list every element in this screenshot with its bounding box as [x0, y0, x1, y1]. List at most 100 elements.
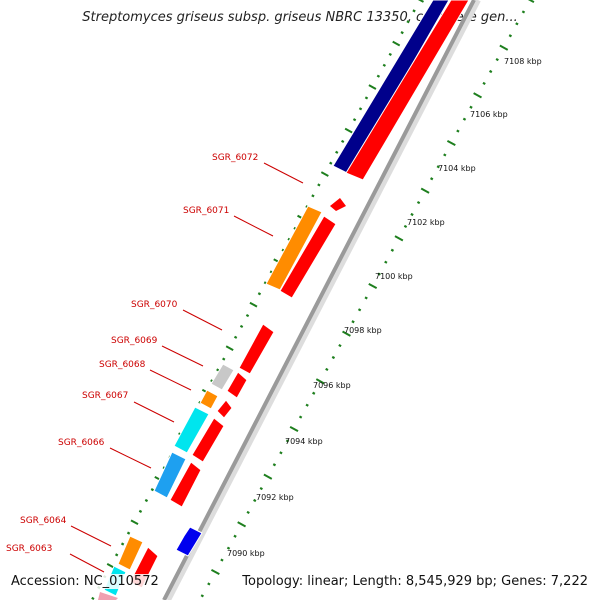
inner-track-tick: [336, 152, 338, 153]
outer-track-tick: [290, 427, 298, 431]
outer-track-tick: [339, 345, 341, 346]
inner-track-tick: [365, 97, 367, 98]
outer-track-tick: [447, 141, 455, 145]
feature-orange-6068: [200, 390, 218, 409]
gene-label-6066: SGR_6066: [58, 438, 105, 448]
outer-tick-track: [201, 0, 534, 596]
scale-label-7098: 7098 kbp: [344, 326, 382, 335]
gene-label-6067: SGR_6067: [82, 391, 128, 401]
inner-track-tick: [234, 337, 236, 338]
callout-line-6071: [234, 216, 273, 236]
gene-label-6068: SGR_6068: [99, 360, 146, 370]
inner-track-tick: [250, 303, 257, 307]
inner-track-tick: [318, 184, 320, 185]
outer-track-tick: [273, 464, 275, 465]
inner-track-tick: [258, 293, 260, 294]
inner-track-tick: [407, 21, 409, 22]
inner-track-tick: [389, 54, 391, 55]
feature-red-top: [346, 0, 469, 180]
outer-track-tick: [313, 393, 315, 394]
inner-track-tick: [413, 10, 415, 11]
inner-track-tick: [312, 195, 314, 196]
scale-label-7104: 7104 kbp: [438, 164, 476, 173]
outer-track-tick: [385, 262, 387, 263]
outer-track-tick: [247, 512, 249, 513]
outer-track-tick: [365, 297, 367, 298]
inner-track-tick: [226, 346, 233, 350]
callout-line-6067: [134, 402, 174, 422]
gene-label-6071: SGR_6071: [183, 206, 229, 216]
outer-track-tick: [369, 284, 377, 288]
outer-track-tick: [463, 119, 465, 120]
inner-track-tick: [377, 76, 379, 77]
outer-track-tick: [431, 178, 433, 179]
genome-summary-text: Topology: linear; Length: 8,545,929 bp; …: [240, 574, 590, 589]
outer-track-tick: [395, 236, 403, 240]
outer-track-tick: [234, 536, 236, 537]
inner-track-tick: [401, 32, 403, 33]
inner-track-tick: [345, 129, 352, 133]
outer-track-tick: [201, 595, 203, 596]
inner-track-tick: [321, 172, 328, 176]
backbone-shadow: [168, 0, 478, 600]
outer-track-tick: [332, 357, 334, 358]
outer-track-tick: [483, 83, 485, 84]
inner-track-tick: [217, 369, 219, 370]
outer-track-tick: [474, 93, 482, 97]
scale-label-7100: 7100 kbp: [375, 272, 413, 281]
callout-line-6072: [264, 163, 303, 183]
outer-track-tick: [260, 488, 262, 489]
outer-track-tick: [421, 188, 429, 192]
callout-line-6066: [110, 448, 151, 468]
outer-track-tick: [457, 130, 459, 131]
outer-track-tick: [208, 583, 210, 584]
inner-track-tick: [127, 533, 129, 534]
inner-track-tick: [240, 326, 242, 327]
accession-text: Accession: NC_010572: [9, 574, 161, 589]
inner-track-tick: [416, 0, 423, 2]
inner-track-tick: [353, 119, 355, 120]
scale-label-7106: 7106 kbp: [470, 110, 508, 119]
scale-label-7096: 7096 kbp: [313, 381, 351, 390]
outer-track-tick: [470, 107, 472, 108]
inner-track-tick: [342, 141, 344, 142]
outer-track-tick: [352, 321, 354, 322]
callout-line-6068: [150, 370, 191, 390]
outer-track-tick: [358, 309, 360, 310]
inner-track-tick: [116, 554, 118, 555]
outer-track-tick: [264, 474, 272, 478]
callout-line-6064: [71, 526, 111, 546]
outer-track-tick: [411, 214, 413, 215]
outer-track-tick: [221, 559, 223, 560]
backbone: [164, 0, 474, 600]
scale-label-7102: 7102 kbp: [407, 218, 445, 227]
inner-track-tick: [151, 489, 153, 490]
outer-track-tick: [490, 71, 492, 72]
inner-track-tick: [145, 500, 147, 501]
callout-line-6070: [183, 310, 222, 330]
outer-track-tick: [238, 522, 246, 526]
outer-track-tick: [496, 59, 498, 60]
outer-track-tick: [526, 0, 534, 2]
inner-track-tick: [383, 65, 385, 66]
outer-track-tick: [417, 202, 419, 203]
gene-label-6069: SGR_6069: [111, 336, 158, 346]
inner-track-tick: [246, 315, 248, 316]
gene-label-6064: SGR_6064: [20, 516, 67, 526]
outer-track-tick: [444, 154, 446, 155]
scale-label-7094: 7094 kbp: [285, 437, 323, 446]
outer-track-tick: [500, 45, 508, 49]
inner-track-tick: [92, 598, 94, 599]
outer-track-tick: [391, 250, 393, 251]
gene-label-6070: SGR_6070: [131, 300, 178, 310]
callout-line-6069: [162, 346, 203, 366]
scale-label-7108: 7108 kbp: [504, 57, 542, 66]
outer-track-tick: [509, 35, 511, 36]
outer-track-tick: [326, 369, 328, 370]
inner-track-tick: [359, 108, 361, 109]
outer-track-tick: [280, 452, 282, 453]
inner-track-tick: [330, 163, 332, 164]
inner-track-tick: [139, 511, 141, 512]
